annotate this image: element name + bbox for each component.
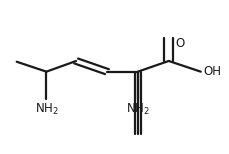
Text: NH$_2$: NH$_2$: [34, 101, 58, 117]
Text: NH$_2$: NH$_2$: [125, 101, 149, 117]
Text: O: O: [174, 37, 184, 50]
Text: OH: OH: [202, 65, 220, 78]
